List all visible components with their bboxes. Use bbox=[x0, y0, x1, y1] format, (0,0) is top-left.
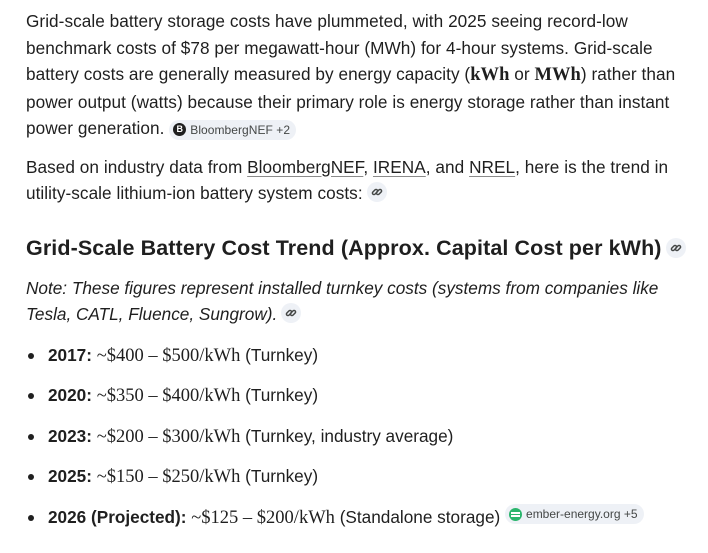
section-heading: Grid-Scale Battery Cost Trend (Approx. C… bbox=[26, 233, 708, 263]
item-range: ~$350 – $400/kWh bbox=[96, 386, 241, 406]
item-year: 2017: bbox=[48, 344, 92, 365]
sources-text-2: , bbox=[363, 156, 373, 177]
item-range: ~$150 – $250/kWh bbox=[96, 467, 241, 487]
source-chip-label: BloombergNEF +2 bbox=[190, 122, 291, 137]
sources-text-1: Based on industry data from bbox=[26, 156, 248, 177]
item-year: 2020: bbox=[48, 385, 92, 405]
math-mwh: MWh bbox=[534, 65, 581, 85]
link-nrel[interactable]: NREL bbox=[469, 156, 516, 177]
link-icon[interactable] bbox=[366, 182, 387, 202]
list-item: 2026 (Projected): ~$125 – $200/kWh (Stan… bbox=[26, 504, 708, 545]
list-item: 2025: ~$150 – $250/kWh (Turnkey) bbox=[26, 463, 708, 504]
section-heading-text: Grid-Scale Battery Cost Trend (Approx. C… bbox=[26, 235, 662, 260]
item-year: 2023: bbox=[48, 425, 92, 446]
item-range: ~$400 – $500/kWh bbox=[96, 345, 241, 366]
cost-trend-list: 2017: ~$400 – $500/kWh (Turnkey) 2020: ~… bbox=[26, 342, 708, 545]
sources-text-3: , and bbox=[425, 156, 470, 177]
item-year: 2025: bbox=[48, 466, 92, 486]
link-icon[interactable] bbox=[281, 303, 302, 323]
list-item: 2017: ~$400 – $500/kWh (Turnkey) bbox=[26, 342, 708, 383]
item-range: ~$200 – $300/kWh bbox=[96, 426, 241, 447]
note-text: Note: These figures represent installed … bbox=[26, 277, 659, 325]
sources-paragraph: Based on industry data from BloombergNEF… bbox=[26, 154, 708, 207]
list-item: 2023: ~$200 – $300/kWh (Turnkey, industr… bbox=[26, 423, 708, 464]
intro-paragraph: Grid-scale battery storage costs have pl… bbox=[26, 8, 708, 142]
intro-text-1: Grid-scale battery storage costs have pl… bbox=[26, 11, 653, 84]
link-irena[interactable]: IRENA bbox=[372, 156, 426, 177]
item-detail: (Turnkey) bbox=[245, 385, 319, 405]
bloomberg-logo-icon: B bbox=[173, 123, 187, 136]
item-year: 2026 (Projected): bbox=[48, 506, 187, 527]
sources-text-4: , here is the trend in utility-scale lit… bbox=[26, 156, 669, 204]
link-bloombergnef[interactable]: BloombergNEF bbox=[247, 156, 364, 177]
item-detail: (Standalone storage) bbox=[339, 506, 501, 527]
item-detail: (Turnkey) bbox=[245, 344, 319, 365]
list-item: 2020: ~$350 – $400/kWh (Turnkey) bbox=[26, 382, 708, 423]
source-chip-ember[interactable]: ember-energy.org +5 bbox=[505, 504, 644, 524]
item-detail: (Turnkey) bbox=[245, 466, 319, 486]
intro-text-2: or bbox=[509, 64, 535, 84]
source-chip-label: ember-energy.org +5 bbox=[526, 507, 638, 521]
intro-text-3: ) rather than power output (watts) becau… bbox=[26, 64, 676, 138]
item-range: ~$125 – $200/kWh bbox=[191, 507, 335, 528]
source-chip-bloomberg[interactable]: B BloombergNEF +2 bbox=[169, 119, 297, 140]
math-kwh: kWh bbox=[470, 65, 510, 85]
item-detail: (Turnkey, industry average) bbox=[245, 425, 454, 446]
link-icon[interactable] bbox=[665, 237, 686, 258]
ember-logo-icon bbox=[509, 507, 523, 521]
note-paragraph: Note: These figures represent installed … bbox=[26, 275, 708, 328]
